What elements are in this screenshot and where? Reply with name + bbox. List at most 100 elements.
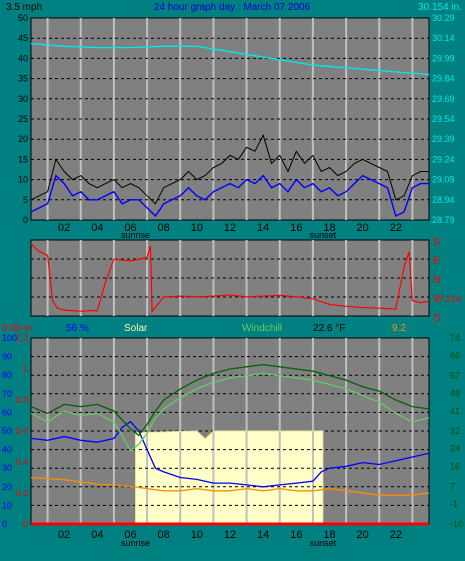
y-left-tick-label: 0 <box>23 215 28 225</box>
solar-area <box>31 431 429 524</box>
rain-total: 0.00 in. <box>2 323 35 334</box>
y-right-tick-label: 29.99 <box>432 53 455 63</box>
temperature-tick-label: -10 <box>450 519 463 529</box>
temperature-tick-label: -1 <box>450 499 458 509</box>
rain-tick-label: 0.2 <box>15 488 28 498</box>
temperature-tick-label: 7 <box>450 481 455 491</box>
temperature-tick-label: 49 <box>450 388 460 398</box>
humidity-series-line <box>30 420 430 488</box>
x-axis-labels-bottom: 02 04 06 08 10 12 14 16 18 20 22 <box>58 529 402 541</box>
humidity-tick-label: 40 <box>2 445 12 455</box>
temperature-readout: 22.6 °F <box>313 323 345 334</box>
windchill-label: Windchill <box>242 323 282 334</box>
x-tick-label: 08 <box>158 222 170 234</box>
rain-tick-label: 1.2 <box>15 333 28 343</box>
x-tick-label: 12 <box>224 529 236 541</box>
wind-series-line <box>30 174 429 218</box>
y-left-tick-label: 45 <box>18 33 28 43</box>
temperature-tick-label: 24 <box>450 444 460 454</box>
rain-tick-label: 0 <box>23 519 28 529</box>
y-right-tick-label: 29.09 <box>432 175 455 185</box>
y-right-tick-label: 28.94 <box>432 195 455 205</box>
x-tick-label: 20 <box>357 222 369 234</box>
humidity-tick-label: 90 <box>2 352 12 362</box>
current-direction-value: 216 <box>446 294 461 304</box>
y-left-tick-label: 25 <box>18 114 28 124</box>
humidity-tick-label: 80 <box>2 370 12 380</box>
y-left-tick-label: 35 <box>18 74 28 84</box>
x-tick-label: 16 <box>290 222 302 234</box>
humidity-tick-label: 20 <box>2 482 12 492</box>
y-left-tick-label: 30 <box>18 94 28 104</box>
x-tick-label: 20 <box>357 529 369 541</box>
y-right-tick-label: 29.39 <box>432 134 455 144</box>
humidity-readout: 56 % <box>66 323 89 334</box>
y-right-tick-label: 30.14 <box>432 33 455 43</box>
temperature-tick-label: 57 <box>450 371 460 381</box>
gust-series-line <box>30 133 429 205</box>
x-tick-label: 04 <box>91 222 103 234</box>
temperature-tick-label: 41 <box>450 406 460 416</box>
x-tick-label: 22 <box>390 529 402 541</box>
wind-pressure-chart: 0 5 10 15 20 25 30 35 40 45 50 28.79 28.94 29.09 29.24… <box>18 13 455 225</box>
x-tick-label: 04 <box>91 529 103 541</box>
y-right-tick-label: 29.24 <box>432 154 455 164</box>
humidity-tick-label: 30 <box>2 463 12 473</box>
wind-direction-line <box>30 243 430 313</box>
y-left-tick-label: 15 <box>18 154 28 164</box>
x-tick-label: 02 <box>58 529 70 541</box>
humidity-tick-label: 50 <box>2 426 12 436</box>
x-axis-labels-top: 02 04 06 08 10 12 14 16 18 20 22 <box>58 222 402 234</box>
sunrise-label: sunrise <box>121 230 150 240</box>
temperature-tick-label: 66 <box>450 351 460 361</box>
y-left-tick-label: 20 <box>18 134 28 144</box>
x-tick-label: 10 <box>191 222 203 234</box>
temperature-tick-label: 16 <box>450 461 460 471</box>
x-tick-label: 06 <box>124 222 136 234</box>
humidity-tick-label: 0 <box>2 519 7 529</box>
dewpoint-readout: 9.2 <box>392 323 406 334</box>
y-right-tick-label: 29.69 <box>432 94 455 104</box>
x-tick-label: 18 <box>323 529 335 541</box>
wind-direction-chart <box>30 240 430 316</box>
rain-tick-label: 1 <box>23 364 28 374</box>
rain-tick-label: 0.4 <box>15 457 28 467</box>
x-tick-label: 18 <box>323 222 335 234</box>
windchill-series-line <box>30 372 430 452</box>
humidity-tick-label: 60 <box>2 407 12 417</box>
x-tick-label: 14 <box>257 222 269 234</box>
temperature-series-line <box>30 363 430 437</box>
x-tick-label: 12 <box>224 222 236 234</box>
temperature-tick-label: 32 <box>450 426 460 436</box>
direction-label-e: E <box>433 255 440 267</box>
y-left-tick-label: 50 <box>18 13 28 23</box>
y-right-tick-label: 29.84 <box>432 74 455 84</box>
sunset-label: sunset <box>310 230 337 240</box>
pressure-series-line <box>30 42 430 76</box>
humidity-tick-label: 70 <box>2 389 12 399</box>
environment-chart: 0 10 20 30 40 50 60 70 80 90 100 0 0.2 0.4 0.6 0.8 1 1.2 -… <box>2 333 463 529</box>
direction-label-s: S <box>433 236 440 248</box>
solar-label: Solar <box>124 323 148 334</box>
y-right-tick-label: 28.79 <box>432 215 455 225</box>
solar-outline <box>31 430 429 525</box>
y-left-tick-label: 10 <box>18 175 28 185</box>
humidity-tick-label: 10 <box>2 500 12 510</box>
pressure-readout: 30.154 in. <box>418 2 462 13</box>
rain-tick-label: 0.8 <box>15 395 28 405</box>
x-tick-label: 02 <box>58 222 70 234</box>
page-title: 24 hour graph day : March 07 2006 <box>154 2 311 13</box>
y-right-tick-label: 30.29 <box>432 13 455 23</box>
temperature-tick-label: 74 <box>450 333 460 343</box>
humidity-tick-label: 100 <box>2 333 17 343</box>
x-tick-label: 22 <box>390 222 402 234</box>
y-right-tick-label: 29.54 <box>432 114 455 124</box>
x-tick-label: 16 <box>290 529 302 541</box>
x-tick-label: 14 <box>257 529 269 541</box>
direction-label-n: N <box>433 274 441 286</box>
direction-label-s: S <box>433 312 440 324</box>
sunrise-label-bottom: sunrise <box>121 538 150 548</box>
x-tick-label: 06 <box>124 529 136 541</box>
